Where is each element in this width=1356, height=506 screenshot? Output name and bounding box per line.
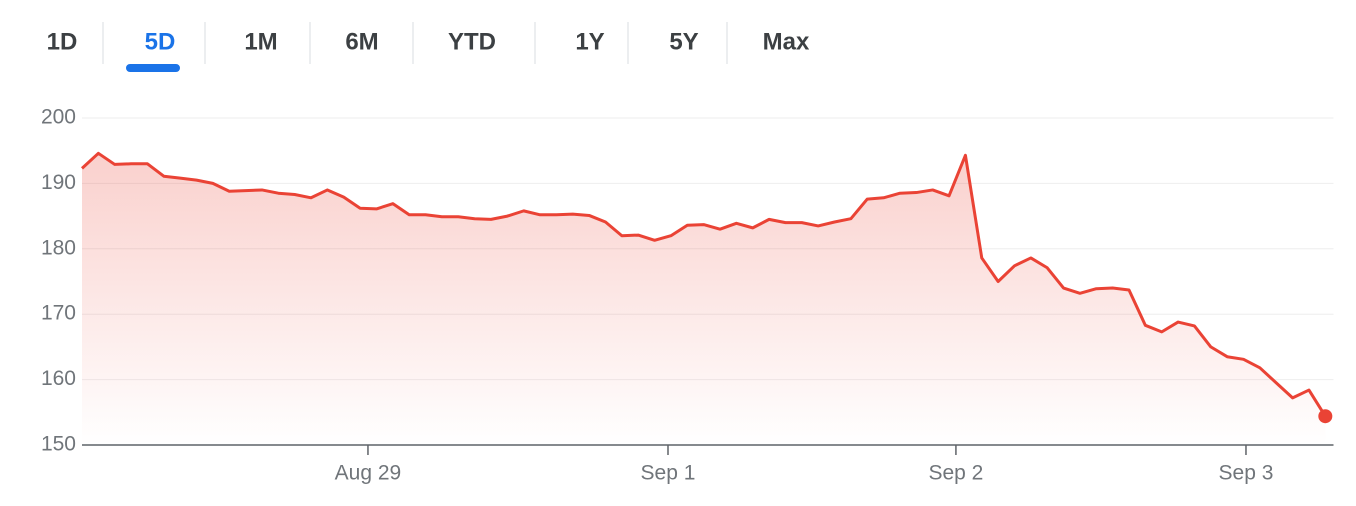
- selected-tab-indicator: [126, 64, 180, 72]
- y-tick-label: 180: [41, 236, 76, 259]
- x-tick-label: Sep 3: [1219, 462, 1274, 485]
- range-tab[interactable]: YTD: [448, 28, 496, 55]
- price-line: [80, 151, 1327, 418]
- y-tick-label: 200: [41, 106, 76, 129]
- range-tab[interactable]: 1M: [244, 28, 277, 55]
- range-tab[interactable]: 6M: [345, 28, 378, 55]
- x-tick-label: Sep 2: [928, 462, 983, 485]
- y-tick-label: 150: [41, 433, 76, 456]
- range-tab[interactable]: 1D: [47, 28, 78, 55]
- range-tab[interactable]: 5D: [145, 28, 176, 55]
- range-tab[interactable]: 1Y: [575, 28, 604, 55]
- range-tab[interactable]: 5Y: [669, 28, 698, 55]
- y-tick-label: 190: [41, 171, 76, 194]
- y-tick-label: 160: [41, 367, 76, 390]
- area-fill: [82, 153, 1326, 446]
- last-point: [1318, 409, 1333, 424]
- y-tick-label: 170: [41, 302, 76, 325]
- x-tick-label: Sep 1: [641, 462, 696, 485]
- x-tick-label: Aug 29: [335, 462, 402, 485]
- range-tab[interactable]: Max: [763, 28, 810, 55]
